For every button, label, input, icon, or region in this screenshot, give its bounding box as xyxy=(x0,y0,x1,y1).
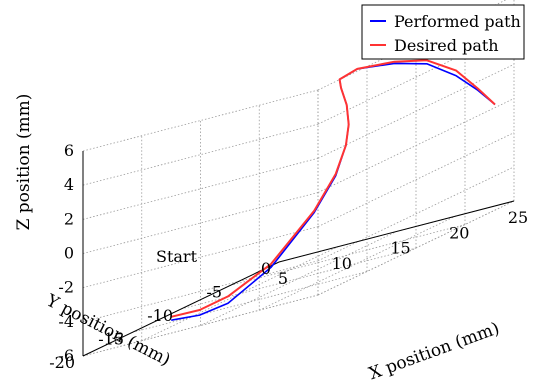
legend: Performed path Desired path xyxy=(361,4,525,60)
x-tick-label: 15 xyxy=(390,239,410,258)
grid-line xyxy=(200,231,397,326)
x-tick-label: 25 xyxy=(508,208,528,227)
z-tick-label: 6 xyxy=(64,141,74,160)
x-axis-line xyxy=(278,200,515,263)
y-tick-label: -5 xyxy=(206,283,222,302)
legend-entry-desired: Desired path xyxy=(394,36,499,55)
z-tick-label: 2 xyxy=(64,209,74,228)
grid-line xyxy=(317,166,515,262)
grid-line xyxy=(317,29,515,125)
series-layer xyxy=(170,59,496,321)
y-tick-label: -10 xyxy=(147,306,173,325)
z-tick-label: 4 xyxy=(64,175,74,194)
z-axis-label: Z position (mm) xyxy=(14,94,34,231)
grid-line xyxy=(317,98,515,193)
x-axis-label: X position (mm) xyxy=(366,318,502,381)
axes-layer xyxy=(82,151,515,357)
y-tick-label: 0 xyxy=(261,259,271,278)
z-tick-label: -2 xyxy=(58,278,74,297)
z-tick-label: -6 xyxy=(58,346,74,365)
y-tick-label: -15 xyxy=(98,330,124,349)
annotation-start: Start xyxy=(156,247,198,266)
z-tick-label: 0 xyxy=(64,244,74,263)
x-tick-label: 20 xyxy=(449,223,469,242)
legend-box xyxy=(361,4,525,60)
x-tick-label: 5 xyxy=(278,269,288,288)
grid-line xyxy=(82,123,319,186)
y-tick-label: -20 xyxy=(49,353,75,372)
z-tick-label: -4 xyxy=(58,312,74,331)
grid-line xyxy=(317,132,515,228)
x-tick-label: 10 xyxy=(332,254,352,273)
series-line-desired xyxy=(170,59,496,318)
y-axis-line xyxy=(82,261,280,357)
grid-line xyxy=(317,63,515,159)
legend-entry-performed: Performed path xyxy=(394,12,521,31)
